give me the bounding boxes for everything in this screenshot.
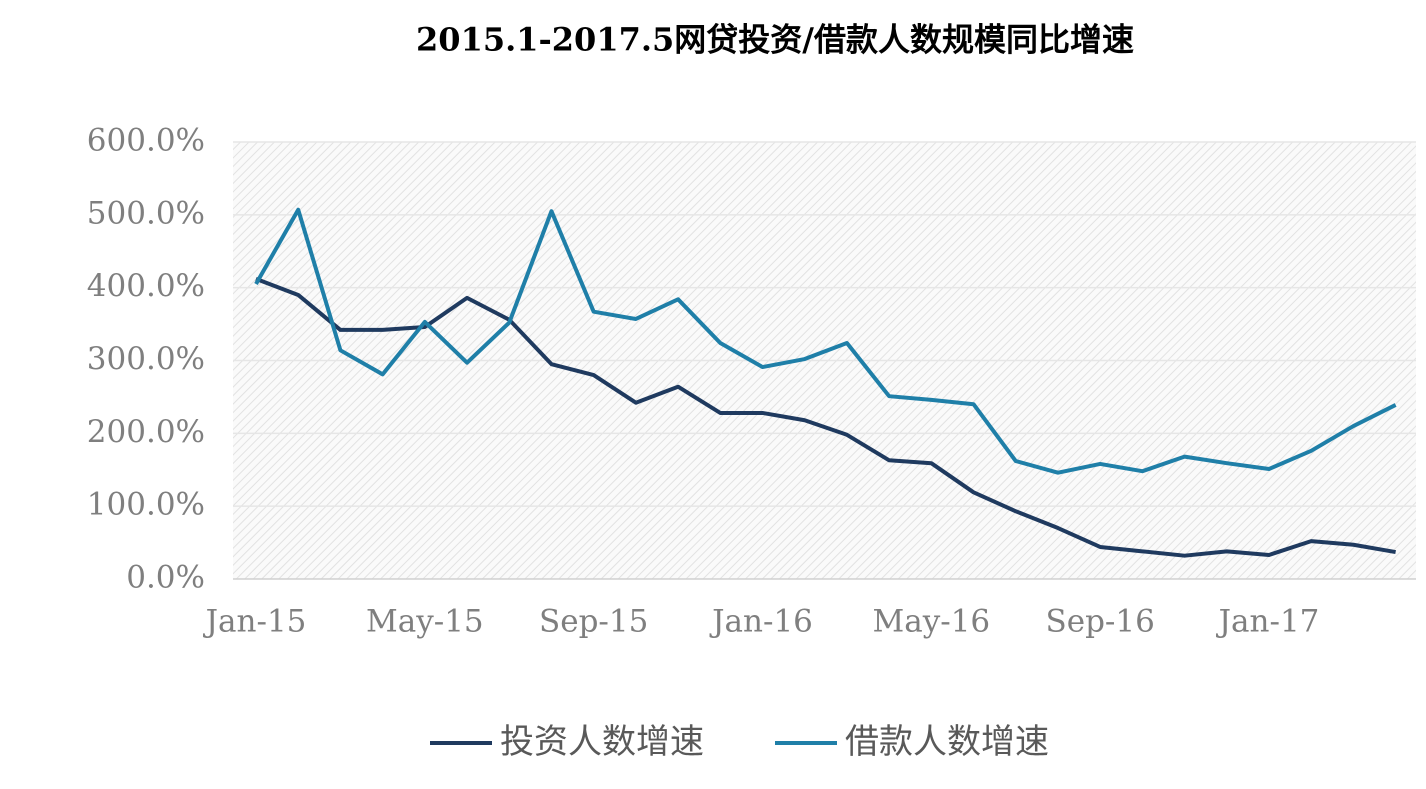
y-tick-label: 0.0%	[126, 560, 205, 596]
x-tick-label: Jan-17	[1216, 604, 1320, 640]
x-tick-label: Jan-15	[203, 604, 307, 640]
x-tick-label: Jan-16	[709, 604, 813, 640]
x-tick-label: May-16	[872, 604, 990, 640]
y-tick-label: 300.0%	[87, 341, 205, 377]
y-tick-label: 500.0%	[87, 195, 205, 231]
y-tick-label: 100.0%	[87, 487, 205, 523]
x-tick-label: Sep-16	[1045, 604, 1154, 640]
y-tick-label: 400.0%	[87, 268, 205, 304]
series-line	[254, 207, 1397, 475]
chart-title: 2015.1-2017.5网贷投资/借款人数规模同比增速	[416, 21, 1134, 59]
x-tick-label: Sep-15	[539, 604, 648, 640]
y-tick-label: 600.0%	[87, 123, 205, 159]
legend-label: 投资人数增速	[500, 722, 704, 762]
legend-label: 借款人数增速	[845, 722, 1049, 762]
y-tick-label: 200.0%	[87, 414, 205, 450]
series-line	[255, 277, 1396, 558]
x-tick-label: May-15	[366, 604, 484, 640]
